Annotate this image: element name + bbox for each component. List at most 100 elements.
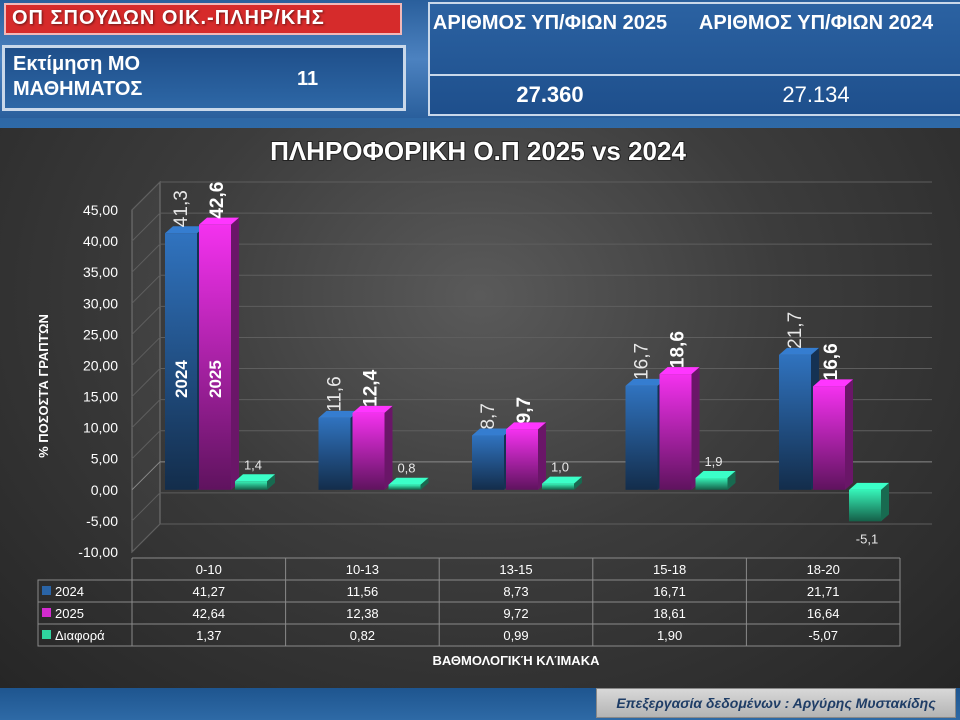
bar-2024 [625, 385, 658, 490]
legend-key-2024 [42, 586, 51, 595]
bar-2024-top [472, 428, 512, 436]
gridline [131, 523, 932, 553]
bar-2024 [165, 233, 197, 490]
table-cell: 1,90 [657, 628, 682, 643]
bar-diff-top [695, 471, 736, 479]
gridline [131, 212, 932, 242]
x-category-label: 15-18 [653, 562, 686, 577]
table-cell: -5,07 [808, 628, 838, 643]
x-category-label: 0-10 [196, 562, 222, 577]
table-cell: 0,82 [350, 628, 375, 643]
data-table-border [37, 579, 901, 647]
table-cell: 8,73 [503, 584, 528, 599]
label-diff: 0,8 [397, 461, 415, 476]
bar-2025-top [352, 405, 393, 413]
label-2024: 41,3 [171, 190, 192, 227]
chart-area: 45,00 40,00 35,00 30,00 25,00 20,00 15,00 10,00… [0, 128, 960, 688]
course-average-value: 11 [297, 68, 319, 90]
y-tick-label: 40,00 [83, 233, 118, 249]
bar-2025-side [384, 405, 393, 490]
bar-diff [388, 484, 421, 490]
bar-diff [849, 489, 881, 522]
bar-diff-top [849, 482, 889, 490]
bar-2025-side [538, 422, 546, 490]
x-category-label: 13-15 [499, 562, 532, 577]
label-2025: 12,4 [361, 369, 382, 406]
bar-2024 [472, 435, 504, 490]
y-tick-label: 10,00 [83, 420, 118, 436]
table-cell: 11,56 [347, 584, 379, 599]
table-cell: 21,71 [807, 584, 840, 599]
bar-diff [695, 478, 728, 490]
page-title: ΟΠ ΣΠΟΥΔΩΝ ΟΙΚ.-ΠΛΗΡ/ΚΗΣ [4, 3, 402, 35]
gridline [131, 336, 932, 366]
candidates-count-panel: ΑΡΙΘΜΟΣ ΥΠ/ΦΙΩΝ 2025 ΑΡΙΘΜΟΣ ΥΠ/ΦΙΩΝ 202… [428, 2, 960, 116]
y-tick-label: 25,00 [83, 326, 118, 342]
label-2024: 11,6 [325, 376, 346, 412]
bar-2024 [779, 354, 811, 490]
y-tick-label: 15,00 [83, 389, 118, 405]
label-2025: 16,6 [821, 343, 842, 380]
bar-2025-side [231, 217, 239, 490]
course-average-box: Εκτίμηση ΜΟ ΜΑΘΗΜΑΤΟΣ 11 [2, 45, 406, 111]
label-2024: 16,7 [632, 343, 653, 380]
bar-2025 [659, 374, 692, 490]
bar-2025-top [659, 367, 700, 375]
bar-diff-top [235, 474, 275, 482]
label-2024: 21,7 [785, 312, 806, 349]
bar-diff-top [542, 476, 582, 484]
legend-series-name: 2025 [55, 606, 84, 621]
y-tick-label: 20,00 [83, 357, 118, 373]
bar-diff-side [574, 476, 582, 490]
gridline [131, 305, 932, 335]
bar-diff-side [881, 482, 889, 522]
legend-series-name: Διαφορά [55, 628, 105, 643]
panel-divider [430, 74, 960, 76]
table-cell: 16,64 [807, 606, 840, 621]
label-2025: 18,6 [668, 331, 689, 368]
y-tick-label: -5,00 [86, 513, 118, 529]
in-bar-label-2025: 2025 [206, 360, 225, 398]
label-diff: 1,0 [551, 460, 569, 475]
bar-chart: 45,00 40,00 35,00 30,00 25,00 20,00 15,00 10,00… [36, 135, 932, 668]
table-cell: 16,71 [653, 584, 686, 599]
candidates-2025-header: ΑΡΙΘΜΟΣ ΥΠ/ΦΙΩΝ 2025 [432, 12, 668, 34]
bar-diff-side [727, 471, 736, 490]
y-tick-label: -10,00 [78, 544, 118, 560]
table-cell: 18,61 [653, 606, 686, 621]
candidates-2024-value: 27.134 [782, 82, 850, 107]
bar-2025-top [199, 217, 239, 225]
y-tick-label: 5,00 [91, 451, 118, 467]
y-axis-label: % ΠΟΣΟΣΤΆ ΓΡΑΠΤΏΝ [36, 314, 51, 458]
candidates-2024-header: ΑΡΙΘΜΟΣ ΥΠ/ΦΙΩΝ 2024 [698, 12, 934, 34]
bar-2025-side [691, 367, 700, 490]
bar-2024-top [625, 378, 666, 386]
label-2024: 8,7 [478, 403, 499, 429]
bar-diff-top [388, 477, 429, 485]
bar-2025 [506, 429, 538, 490]
table-cell: 42,64 [193, 606, 226, 621]
y-tick-label: 30,00 [83, 295, 118, 311]
gridline [131, 274, 932, 304]
bar-2025-top [813, 379, 853, 387]
bar-diff-side [420, 477, 429, 490]
bar-2025-side [845, 379, 853, 490]
bar-2025 [199, 224, 231, 490]
y-tick-label: 35,00 [83, 264, 118, 280]
legend-key-2025 [42, 608, 51, 617]
bar-2025 [813, 386, 845, 490]
gridline [131, 492, 932, 522]
x-category-label: 18-20 [807, 562, 840, 577]
label-diff: 1,9 [704, 454, 722, 469]
x-axis-label: ΒΑΘΜΟΛΟΓΙΚΉ ΚΛΊΜΑΚΑ [433, 653, 601, 668]
table-cell: 41,27 [193, 584, 226, 599]
label-diff: 1,4 [244, 457, 262, 472]
bar-2024-top [165, 226, 205, 234]
bar-diff [542, 483, 574, 490]
label-2025: 9,7 [514, 397, 535, 423]
bar-2024-top [779, 347, 819, 355]
gridline [131, 181, 932, 211]
label-diff: -5,1 [856, 531, 878, 546]
y-tick-label: 0,00 [91, 482, 118, 498]
bar-diff-side [267, 474, 275, 490]
